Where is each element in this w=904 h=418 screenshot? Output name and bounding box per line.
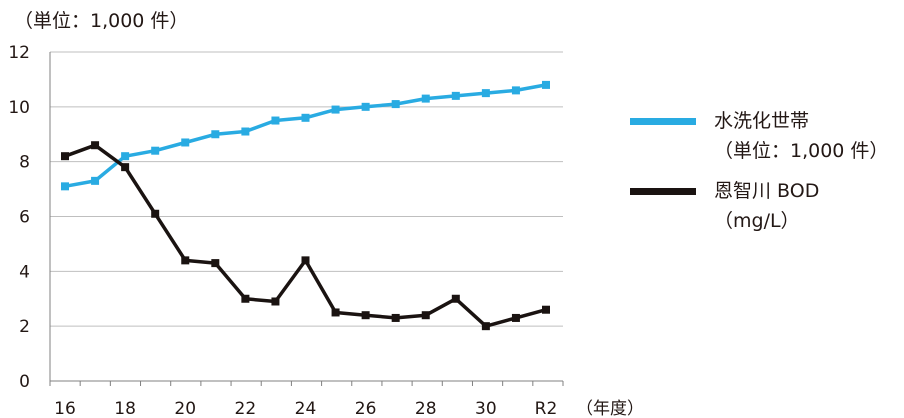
series-0-point: [361, 102, 370, 111]
y-tick-label: 0: [19, 372, 30, 392]
x-tick-label: 18: [114, 399, 136, 418]
y-tick-label: 10: [8, 98, 30, 118]
series-0-point: [301, 113, 310, 122]
series-1-point: [511, 313, 520, 322]
series-1-point: [211, 259, 220, 268]
legend-item-suisenka: 水洗化世帯: [630, 106, 888, 136]
series-0-point: [91, 176, 100, 185]
series-1-point: [301, 256, 310, 265]
y-tick-label: 12: [8, 43, 30, 63]
series-1-point: [61, 152, 69, 161]
series-1-point: [451, 294, 460, 303]
y-tick-label: 4: [19, 262, 30, 282]
series-1-point: [542, 305, 550, 314]
x-tick-label: 20: [174, 399, 196, 418]
series-0-point: [151, 146, 160, 155]
y-tick-label: 6: [19, 208, 30, 228]
y-tick-label: 8: [19, 153, 30, 173]
series-1-point: [271, 297, 280, 306]
x-axis-unit-label: （年度）: [576, 399, 644, 418]
x-tick-label: 16: [54, 399, 76, 418]
series-0-point: [481, 89, 490, 98]
series-1-point: [91, 141, 100, 150]
series-line-0: [64, 83, 547, 189]
x-tick-label: 30: [475, 399, 497, 418]
series-0-point: [211, 130, 220, 139]
series-1-point: [481, 322, 490, 331]
series-line-1: [64, 143, 547, 328]
series-1-point: [361, 311, 370, 320]
legend-item-onjigawa-bod: 恩智川 BOD: [630, 176, 888, 206]
series-0-point: [451, 91, 460, 100]
series-0-point: [511, 86, 520, 95]
series-1-point: [391, 313, 400, 322]
series-0-point: [271, 116, 280, 125]
series-1-point: [421, 311, 430, 320]
series-0-point: [61, 182, 69, 191]
x-tick-label: 22: [235, 399, 257, 418]
legend-unit-onjigawa-bod: （mg/L）: [714, 210, 800, 232]
legend-label-suisenka: 水洗化世帯: [714, 110, 810, 132]
series-0-point: [241, 127, 250, 136]
y-tick-label: 2: [19, 317, 30, 337]
series-1-point: [121, 163, 130, 172]
series-0-point: [542, 80, 550, 89]
series-0-point: [391, 100, 400, 109]
x-tick-label: 26: [355, 399, 377, 418]
x-tick-label: R2: [535, 399, 558, 418]
legend-swatch-suisenka: [630, 117, 696, 125]
series-0-point: [421, 94, 430, 103]
series-1-point: [181, 256, 190, 265]
series-0-point: [121, 152, 130, 161]
legend-swatch-onjigawa-bod: [630, 187, 696, 195]
x-tick-label: 28: [415, 399, 437, 418]
series-1-point: [241, 294, 250, 303]
legend-unit-suisenka: （単位：1,000 件）: [714, 140, 889, 162]
x-tick-label: 24: [295, 399, 317, 418]
series-0-point: [331, 105, 340, 114]
series-1-point: [331, 308, 340, 317]
series-0-point: [181, 138, 190, 147]
legend: 水洗化世帯 （単位：1,000 件） 恩智川 BOD （mg/L）: [630, 106, 888, 236]
legend-label-onjigawa-bod: 恩智川 BOD: [714, 180, 820, 202]
series-1-point: [151, 209, 160, 218]
y-axis-unit-label: （単位：1,000 件）: [14, 10, 189, 32]
